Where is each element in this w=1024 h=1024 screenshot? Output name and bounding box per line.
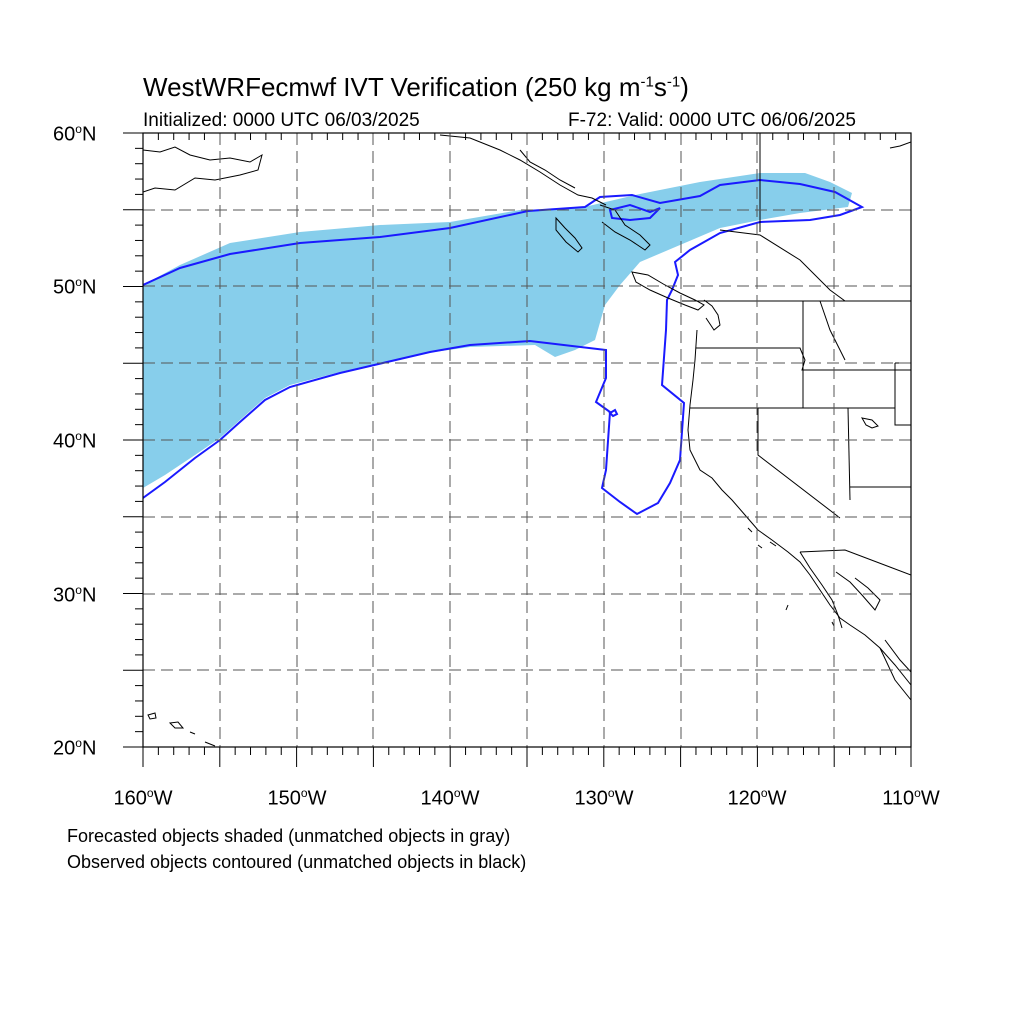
lon-label-110w: 110oW: [882, 786, 940, 810]
lon-label-130w: 130oW: [574, 786, 634, 810]
observed-contour-inner: [608, 203, 661, 222]
lon-label-160w: 160oW: [113, 786, 173, 810]
observed-ivt-contour: [143, 178, 865, 516]
lat-label-30: 30oN: [53, 583, 97, 607]
lat-label-40: 40oN: [53, 429, 97, 453]
title-exp2: -1: [666, 73, 681, 91]
observed-note: Observed objects contoured (unmatched ob…: [67, 852, 527, 872]
title-suffix: ): [680, 72, 689, 102]
lon-label-120w: 120oW: [727, 786, 787, 810]
lat-label-20: 20oN: [53, 736, 97, 760]
lat-label-50: 50oN: [53, 275, 97, 299]
forecast-ivt-object: [143, 173, 852, 488]
valid-time-label: F-72: Valid: 0000 UTC 06/06/2025: [568, 110, 856, 131]
lat-label-60: 60oN: [53, 122, 97, 146]
grid-lines: [143, 133, 911, 747]
axis-ticks: [123, 132, 912, 767]
lon-label-140w: 140oW: [420, 786, 480, 810]
title-exp1: -1: [640, 73, 654, 91]
political-borders: [682, 133, 911, 576]
initialized-label: Initialized: 0000 UTC 06/03/2025: [143, 110, 420, 131]
lon-label-150w: 150oW: [267, 786, 327, 810]
observed-contour-blob: [608, 408, 619, 418]
chart-title: WestWRFecmwf IVT Verification (250 kg m-…: [143, 72, 689, 103]
forecast-note: Forecasted objects shaded (unmatched obj…: [67, 826, 511, 846]
title-prefix: WestWRFecmwf IVT Verification (250 kg m: [143, 72, 641, 102]
title-mid: s: [653, 72, 667, 102]
